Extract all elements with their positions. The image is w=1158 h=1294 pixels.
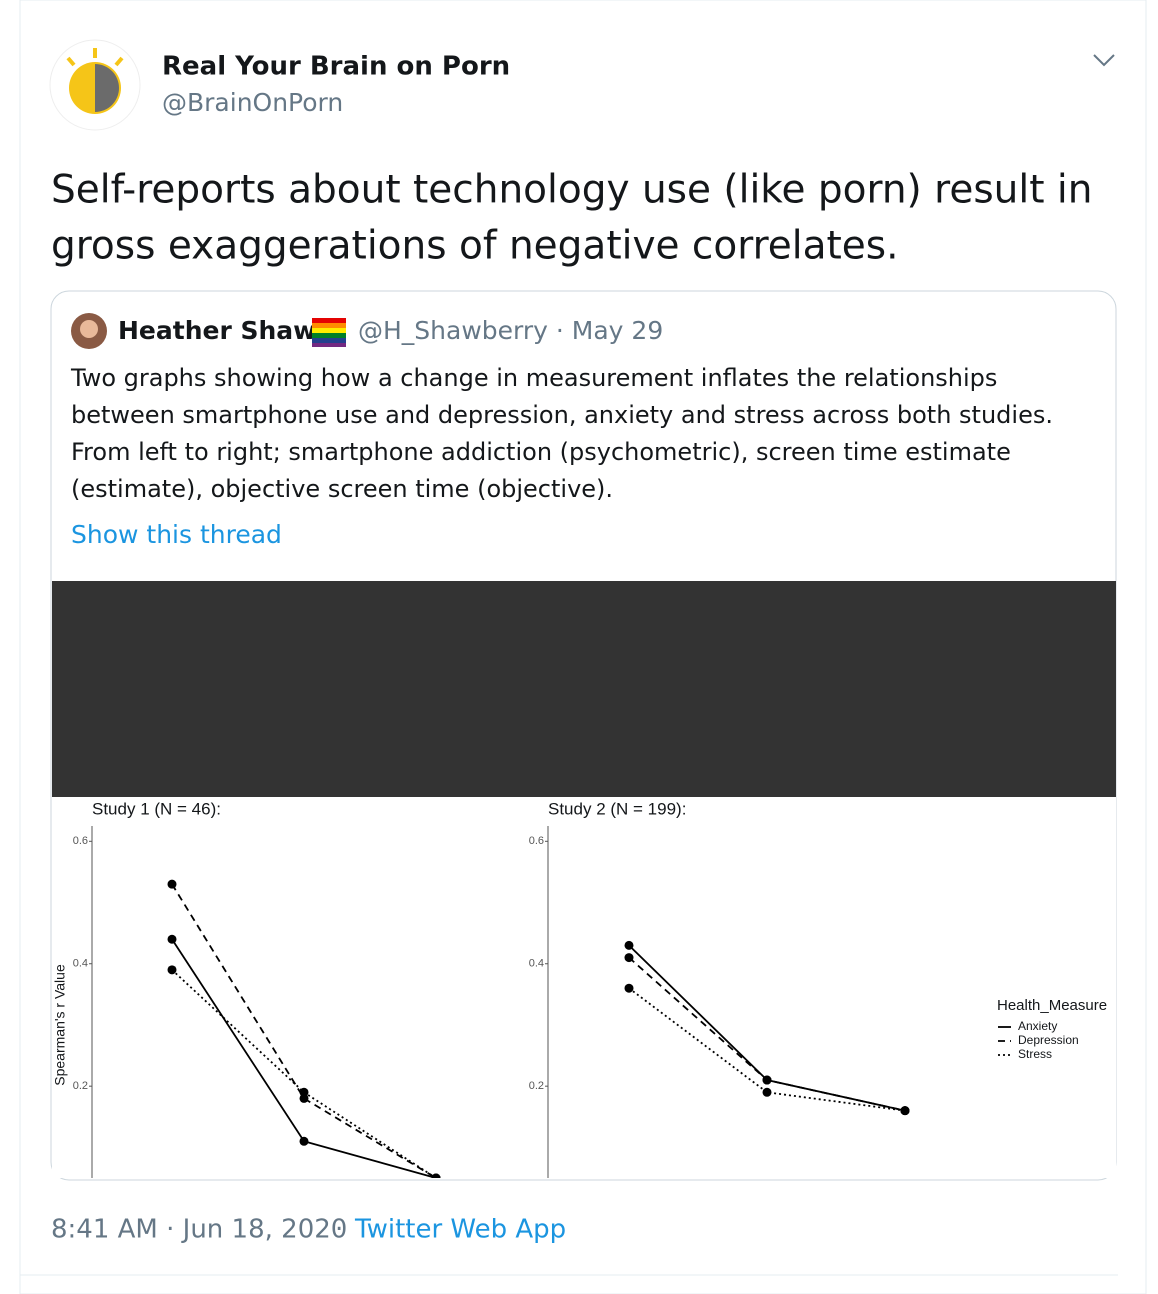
series-line [171, 883, 437, 1178]
data-point [624, 983, 634, 993]
image-dark-band [52, 581, 1116, 797]
data-point [431, 1173, 441, 1178]
data-point [167, 879, 177, 889]
data-point [167, 934, 177, 944]
legend-label: Depression [1018, 1033, 1079, 1047]
quoted-avatar[interactable] [71, 313, 107, 349]
data-point [900, 1106, 910, 1116]
quoted-text: From left to right; smartphone addiction… [71, 438, 1011, 466]
y-tick-label: 0.6 [529, 835, 544, 847]
quoted-handle-date[interactable]: @H_Shawberry · May 29 [358, 316, 663, 345]
y-tick-label: 0.2 [73, 1080, 88, 1092]
avatar[interactable] [49, 39, 141, 131]
quoted-text: between smartphone use and depression, a… [71, 401, 1053, 429]
legend-title: Health_Measure [997, 997, 1107, 1014]
data-point [299, 1087, 309, 1097]
quoted-name[interactable]: Heather Shaw [118, 316, 316, 345]
data-point [624, 953, 634, 963]
chart-title: Study 1 (N = 46): [92, 799, 221, 818]
tweet-text: Self-reports about technology use (like … [51, 168, 1092, 213]
author-handle[interactable]: @BrainOnPorn [162, 88, 343, 117]
data-point [624, 940, 634, 950]
y-axis-label: Spearman's r Value [52, 964, 68, 1086]
chart-title: Study 2 (N = 199): [548, 799, 686, 818]
charts: Study 1 (N = 46): 0.2 0.4 0.6 Spearman's r V… [52, 799, 1107, 1178]
data-point [299, 1136, 309, 1146]
data-point [762, 1075, 772, 1085]
chart-image[interactable] [52, 797, 1116, 1178]
data-point [167, 965, 177, 975]
quoted-text: Two graphs showing how a change in measu… [70, 364, 997, 392]
source-link[interactable]: Twitter Web App [354, 1215, 566, 1245]
tweet-text: gross exaggerations of negative correlat… [51, 224, 899, 269]
timestamp[interactable]: 8:41 AM · Jun 18, 2020 [51, 1215, 347, 1245]
y-tick-label: 0.4 [529, 958, 544, 970]
y-tick-label: 0.4 [73, 958, 88, 970]
menu-chevron[interactable] [1093, 54, 1115, 67]
show-thread-link[interactable]: Show this thread [71, 520, 282, 549]
data-point [762, 1087, 772, 1097]
legend-label: Anxiety [1018, 1019, 1057, 1033]
separator: · [335, 1215, 343, 1245]
y-tick-label: 0.2 [529, 1080, 544, 1092]
legend-label: Stress [1018, 1047, 1052, 1061]
quoted-text: (estimate), objective screen time (objec… [71, 475, 613, 503]
author-name[interactable]: Real Your Brain on Porn [162, 52, 510, 82]
rainbow-flag [312, 318, 346, 347]
series-line [628, 987, 906, 1112]
y-tick-label: 0.6 [73, 835, 88, 847]
